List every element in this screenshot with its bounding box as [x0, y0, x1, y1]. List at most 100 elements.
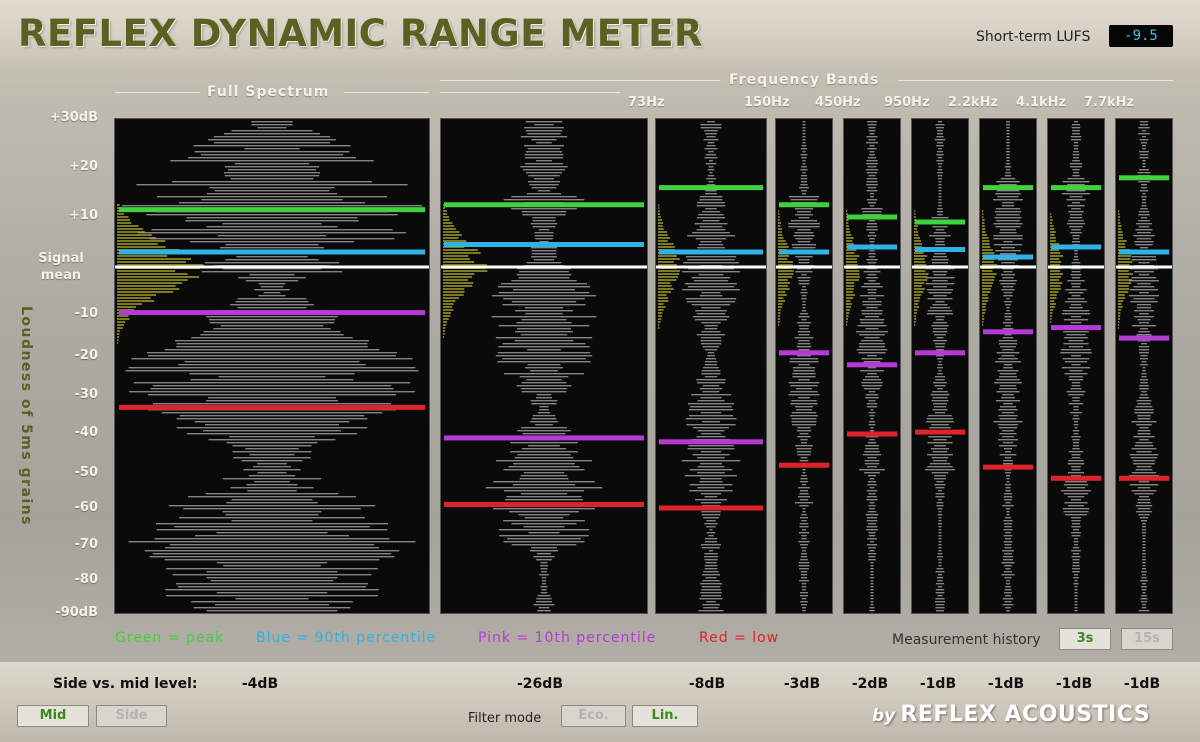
grain-line: [1138, 346, 1150, 348]
histogram-bar: [1050, 294, 1057, 296]
histogram-bar: [914, 324, 916, 326]
grain-line: [869, 577, 875, 579]
grain-line: [702, 385, 720, 387]
grain-line: [1074, 592, 1078, 594]
histogram-bar: [846, 249, 857, 251]
grain-line: [797, 436, 811, 438]
grain-line: [1071, 457, 1081, 459]
mid-button[interactable]: Mid: [17, 705, 89, 727]
grain-line: [935, 571, 945, 573]
grain-line: [188, 496, 356, 498]
grain-line: [246, 484, 298, 486]
grain-line: [1006, 310, 1010, 312]
history-3s-button[interactable]: 3s: [1059, 628, 1111, 650]
histogram-bar: [443, 300, 456, 302]
grain-line: [1004, 553, 1012, 555]
histogram-bar: [443, 312, 451, 314]
histogram-bar: [846, 219, 849, 221]
histogram-bar: [846, 294, 855, 296]
grain-line: [932, 256, 948, 258]
grain-line: [1004, 592, 1012, 594]
grain-line: [800, 169, 808, 171]
grain-line: [1072, 430, 1080, 432]
grain-line: [794, 337, 814, 339]
grain-line: [998, 424, 1018, 426]
grain-line: [867, 298, 877, 300]
grain-line: [925, 283, 955, 285]
grain-line: [1071, 127, 1081, 129]
grain-line: [218, 376, 326, 378]
grain-line: [933, 322, 947, 324]
grain-line: [802, 130, 806, 132]
histogram-bar: [658, 300, 669, 302]
grain-line: [867, 484, 877, 486]
histogram-bar: [982, 306, 986, 308]
grain-line: [1138, 274, 1150, 276]
grain-line: [1141, 136, 1147, 138]
grain-line: [995, 226, 1021, 228]
grain-line: [796, 451, 812, 453]
grain-line: [501, 283, 587, 285]
meter-svg: [1048, 119, 1104, 613]
side-mid-value-band-3: -3dB: [783, 676, 821, 692]
grain-line: [222, 511, 322, 513]
grain-line: [206, 571, 338, 573]
grain-line: [1141, 391, 1147, 393]
grain-line: [1069, 376, 1083, 378]
grain-line: [520, 166, 568, 168]
grain-line: [1073, 148, 1079, 150]
grain-line: [700, 493, 722, 495]
grain-line: [707, 175, 715, 177]
grain-line: [799, 526, 809, 528]
grain-line: [1067, 298, 1085, 300]
low-line: [847, 431, 897, 437]
grain-line: [1072, 562, 1080, 564]
grain-line: [1063, 493, 1089, 495]
measurement-history-label: Measurement history: [892, 632, 1041, 648]
grain-line: [495, 355, 593, 357]
grain-line: [1141, 559, 1147, 561]
histogram-bar: [982, 273, 997, 275]
peak-line: [847, 214, 897, 220]
grain-line: [802, 142, 806, 144]
grain-line: [801, 310, 807, 312]
grain-line: [521, 448, 567, 450]
grain-line: [518, 277, 570, 279]
grain-line: [697, 247, 725, 249]
histogram-bar: [846, 282, 855, 284]
history-15s-button[interactable]: 15s: [1121, 628, 1173, 650]
grain-line: [226, 502, 318, 504]
grain-line: [866, 199, 878, 201]
histogram-bar: [658, 225, 663, 227]
grain-line: [993, 223, 1023, 225]
grain-line: [938, 187, 942, 189]
grain-line: [799, 313, 809, 315]
grain-line: [1062, 310, 1090, 312]
grain-line: [793, 235, 815, 237]
grain-line: [697, 430, 725, 432]
grain-line: [707, 169, 715, 171]
full-spectrum-rule-left: [115, 92, 200, 93]
grain-line: [869, 205, 875, 207]
grain-line: [1003, 292, 1013, 294]
grain-line: [1004, 547, 1012, 549]
grain-line: [858, 469, 886, 471]
grain-line: [1072, 553, 1080, 555]
grain-line: [796, 322, 812, 324]
grain-line: [797, 229, 811, 231]
side-button[interactable]: Side: [96, 705, 167, 727]
grain-line: [224, 166, 320, 168]
grain-line: [532, 220, 556, 222]
grain-line: [695, 310, 727, 312]
grain-line: [696, 382, 726, 384]
grain-line: [800, 559, 808, 561]
grain-line: [792, 376, 816, 378]
grain-line: [539, 409, 549, 411]
grain-line: [860, 322, 884, 324]
grain-line: [934, 343, 946, 345]
histogram-bar: [846, 264, 858, 266]
histogram-bar: [778, 270, 794, 272]
grain-line: [867, 187, 877, 189]
filter-lin-button[interactable]: Lin.: [632, 705, 698, 727]
filter-eco-button[interactable]: Eco.: [561, 705, 626, 727]
